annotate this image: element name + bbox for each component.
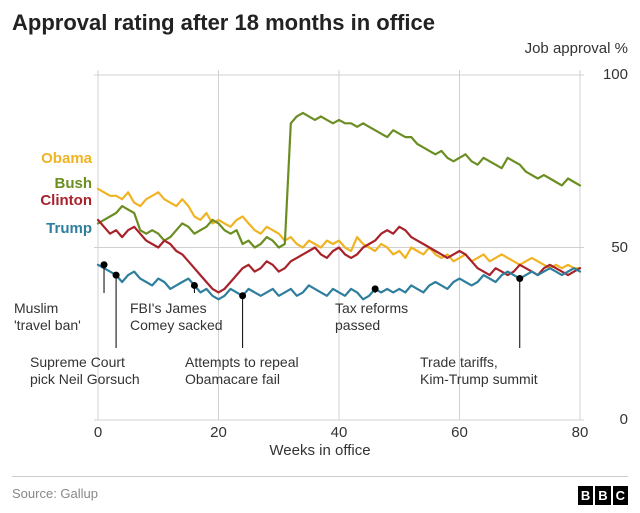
bbc-logo: BBC bbox=[576, 486, 628, 505]
annotation: Attempts to repealObamacare fail bbox=[185, 354, 299, 388]
x-tick: 20 bbox=[210, 424, 227, 441]
x-tick: 40 bbox=[331, 424, 348, 441]
x-tick: 60 bbox=[451, 424, 468, 441]
logo-letter: B bbox=[595, 486, 610, 505]
logo-letter: C bbox=[613, 486, 628, 505]
source-text: Source: Gallup bbox=[12, 486, 98, 501]
y-tick: 0 bbox=[620, 411, 628, 428]
series-label-clinton: Clinton bbox=[40, 192, 92, 209]
annotation: Tax reformspassed bbox=[335, 300, 408, 334]
annotation: FBI's JamesComey sacked bbox=[130, 300, 223, 334]
logo-letter: B bbox=[578, 486, 593, 505]
x-tick: 80 bbox=[572, 424, 589, 441]
approval-chart: Approval rating after 18 months in offic… bbox=[0, 0, 640, 513]
series-label-bush: Bush bbox=[55, 175, 93, 192]
footer-rule bbox=[12, 476, 628, 477]
y-tick: 50 bbox=[611, 239, 628, 256]
y-tick: 100 bbox=[603, 66, 628, 83]
annotation: Supreme Courtpick Neil Gorsuch bbox=[30, 354, 140, 388]
x-axis-label: Weeks in office bbox=[269, 442, 370, 459]
series-label-obama: Obama bbox=[41, 150, 92, 167]
annotation: Trade tariffs,Kim-Trump summit bbox=[420, 354, 538, 388]
x-tick: 0 bbox=[94, 424, 102, 441]
series-label-trump: Trump bbox=[46, 220, 92, 237]
annotation: Muslim'travel ban' bbox=[14, 300, 81, 334]
y-axis-label: Job approval % bbox=[525, 40, 628, 57]
chart-title: Approval rating after 18 months in offic… bbox=[12, 10, 435, 36]
